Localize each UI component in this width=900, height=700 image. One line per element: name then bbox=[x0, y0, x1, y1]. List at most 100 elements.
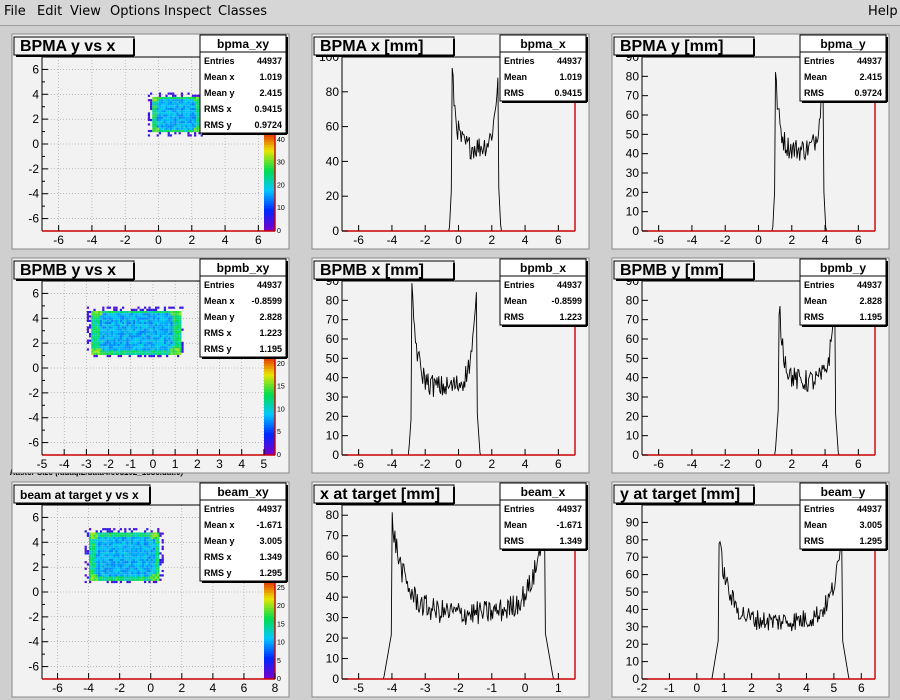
menu-file[interactable]: File bbox=[4, 4, 26, 19]
heatmap-cell bbox=[146, 565, 149, 568]
heatmap-cell bbox=[144, 339, 147, 342]
heatmap-cell bbox=[144, 569, 147, 573]
heatmap-cell bbox=[93, 348, 96, 351]
heatmap-cell bbox=[108, 536, 111, 540]
colorbar-segment bbox=[264, 200, 275, 204]
heatmap-cell bbox=[124, 532, 127, 535]
heatmap-cell bbox=[124, 321, 127, 325]
heatmap-cell bbox=[194, 99, 197, 102]
heatmap-cell bbox=[113, 561, 116, 564]
heatmap-cell bbox=[108, 552, 111, 555]
heatmap-cell bbox=[141, 561, 144, 564]
pad-bpma_x[interactable]: -6-4-20246020406080100BPMA x [mm]bpma_xE… bbox=[311, 33, 590, 250]
heatmap-cell bbox=[95, 335, 98, 338]
heatmap-cell bbox=[146, 335, 149, 338]
heatmap-cell bbox=[89, 552, 92, 555]
heatmap-cell bbox=[155, 569, 158, 573]
menu-help[interactable]: Help bbox=[868, 4, 898, 19]
heatmap-cell bbox=[97, 324, 101, 327]
heatmap-cell bbox=[95, 539, 98, 542]
heatmap-cell bbox=[119, 545, 122, 548]
colorbar-segment bbox=[264, 228, 275, 232]
menu-inspect[interactable]: Inspect bbox=[164, 4, 212, 19]
x-tick-label: 2 bbox=[788, 457, 795, 471]
heatmap-cell bbox=[170, 326, 173, 329]
heatmap-cell bbox=[119, 554, 122, 557]
heatmap-cell bbox=[119, 572, 122, 575]
heatmap-cell bbox=[95, 561, 98, 564]
heatmap-cell bbox=[179, 326, 182, 329]
heatmap-cell bbox=[146, 547, 149, 551]
colorbar-segment bbox=[264, 195, 275, 199]
stats-key: Entries bbox=[804, 504, 835, 514]
menu-edit[interactable]: Edit bbox=[37, 4, 63, 19]
heatmap-cell bbox=[106, 558, 109, 562]
heatmap-cell bbox=[93, 319, 96, 322]
heatmap-cell bbox=[183, 101, 186, 104]
menu-view[interactable]: View bbox=[70, 4, 101, 19]
heatmap-cell bbox=[139, 561, 142, 564]
heatmap-cell bbox=[95, 572, 98, 575]
heatmap-cell bbox=[155, 321, 158, 325]
heatmap-cell bbox=[183, 112, 186, 115]
heatmap-cell bbox=[100, 561, 103, 564]
heatmap-cell bbox=[187, 112, 190, 115]
heatmap-cell bbox=[144, 576, 147, 579]
heatmap-cell bbox=[126, 556, 129, 559]
heatmap-cell bbox=[95, 545, 98, 548]
heatmap-cell bbox=[185, 123, 188, 126]
menu-classes[interactable]: Classes bbox=[218, 4, 267, 19]
heatmap-cell bbox=[196, 127, 199, 130]
heatmap-cell bbox=[126, 339, 129, 342]
heatmap-cell bbox=[141, 313, 145, 316]
y-tick-label: 20 bbox=[326, 189, 340, 203]
heatmap-cell bbox=[100, 539, 103, 542]
heatmap-cell bbox=[89, 332, 92, 336]
heatmap-cell bbox=[144, 545, 147, 548]
colorbar-segment bbox=[264, 159, 275, 163]
heatmap-cell bbox=[141, 315, 145, 318]
heatmap-cell bbox=[191, 114, 195, 117]
heatmap-cell bbox=[122, 319, 125, 322]
heatmap-cell bbox=[174, 332, 178, 336]
heatmap-cell bbox=[137, 569, 140, 573]
heatmap-cell bbox=[141, 565, 144, 568]
y-tick-label: 80 bbox=[326, 85, 340, 99]
heatmap-cell bbox=[168, 326, 171, 329]
heatmap-cell bbox=[150, 308, 153, 311]
heatmap-cell bbox=[179, 341, 182, 344]
heatmap-cell bbox=[177, 339, 180, 342]
menu-options[interactable]: Options bbox=[110, 4, 161, 19]
heatmap-cell bbox=[84, 545, 87, 548]
x-tick-label: 2 bbox=[788, 233, 795, 247]
heatmap-cell bbox=[174, 125, 177, 128]
heatmap-cell bbox=[169, 114, 173, 117]
figure-canvas[interactable]: Raster Size (/adaql2/data4/e05102_1856.d… bbox=[0, 26, 900, 700]
heatmap-cell bbox=[128, 558, 131, 562]
colorbar-segment bbox=[264, 215, 275, 219]
pad-bpmb_y[interactable]: -6-4-202460102030405060708090BPMB y [mm]… bbox=[611, 257, 890, 474]
y-tick-label: 10 bbox=[326, 652, 340, 666]
heatmap-cell bbox=[95, 319, 98, 322]
heatmap-cell bbox=[170, 352, 173, 355]
colorbar-segment bbox=[264, 648, 275, 652]
root-canvas[interactable]: Raster Size (/adaql2/data4/e05102_1856.d… bbox=[0, 26, 900, 700]
heatmap-cell bbox=[152, 332, 156, 336]
heatmap-cell bbox=[133, 321, 136, 325]
heatmap-cell bbox=[126, 337, 129, 340]
heatmap-cell bbox=[104, 578, 107, 581]
heatmap-cell bbox=[163, 112, 166, 115]
heatmap-cell bbox=[130, 350, 134, 353]
heatmap-cell bbox=[141, 346, 145, 349]
heatmap-cell bbox=[157, 326, 160, 329]
pad-bpmb_x[interactable]: -6-4-202460102030405060708090BPMB x [mm]… bbox=[311, 257, 590, 474]
x-tick-label: -2 bbox=[420, 233, 431, 247]
stats-key: RMS x bbox=[204, 552, 232, 562]
heatmap-cell bbox=[95, 578, 98, 581]
pad-bpma_y[interactable]: -6-4-202460102030405060708090BPMA y [mm]… bbox=[611, 33, 890, 250]
